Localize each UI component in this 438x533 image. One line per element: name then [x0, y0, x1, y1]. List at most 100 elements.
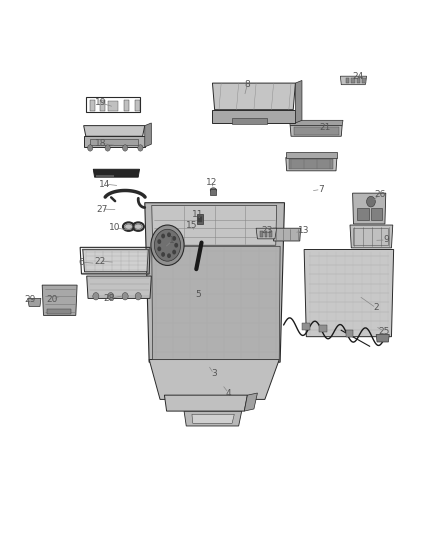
- Bar: [210, 189, 216, 195]
- Polygon shape: [353, 193, 386, 224]
- Text: 9: 9: [383, 236, 389, 245]
- Circle shape: [167, 232, 171, 237]
- Text: 14: 14: [99, 180, 110, 189]
- Text: 11: 11: [192, 210, 204, 219]
- Text: 23: 23: [261, 226, 273, 235]
- Bar: [362, 78, 366, 83]
- Polygon shape: [290, 126, 342, 136]
- Text: 5: 5: [195, 289, 201, 298]
- Bar: [261, 231, 263, 237]
- Circle shape: [138, 145, 143, 151]
- Text: 12: 12: [206, 178, 217, 187]
- Polygon shape: [294, 127, 339, 135]
- Bar: [346, 78, 349, 83]
- Polygon shape: [289, 159, 333, 169]
- Ellipse shape: [210, 188, 216, 192]
- Text: 8: 8: [244, 79, 250, 88]
- Polygon shape: [152, 246, 280, 360]
- Polygon shape: [184, 411, 242, 426]
- Text: 10: 10: [110, 223, 121, 232]
- Polygon shape: [145, 123, 151, 147]
- Polygon shape: [152, 205, 277, 245]
- Bar: [197, 214, 203, 224]
- Text: 1: 1: [169, 237, 175, 246]
- Polygon shape: [108, 101, 118, 111]
- Text: 15: 15: [186, 221, 198, 230]
- Bar: [302, 323, 310, 330]
- Polygon shape: [93, 169, 140, 177]
- Bar: [269, 231, 272, 237]
- Bar: [46, 309, 71, 314]
- Text: 4: 4: [226, 389, 231, 398]
- Bar: [265, 231, 268, 237]
- Circle shape: [161, 233, 165, 238]
- Circle shape: [105, 145, 110, 151]
- Circle shape: [172, 249, 176, 254]
- Polygon shape: [84, 126, 145, 136]
- Text: 3: 3: [211, 369, 217, 378]
- Bar: [124, 100, 129, 111]
- Bar: [100, 100, 106, 111]
- Circle shape: [167, 253, 171, 258]
- Polygon shape: [145, 203, 285, 362]
- Polygon shape: [371, 208, 382, 220]
- Text: 22: 22: [95, 257, 106, 265]
- Bar: [90, 139, 138, 146]
- Text: 29: 29: [25, 295, 36, 304]
- Polygon shape: [164, 395, 247, 411]
- Circle shape: [88, 145, 93, 151]
- Text: 2: 2: [373, 303, 379, 312]
- Polygon shape: [350, 225, 393, 248]
- Polygon shape: [286, 152, 337, 158]
- Polygon shape: [84, 136, 145, 147]
- Text: 7: 7: [318, 185, 324, 194]
- Circle shape: [161, 252, 165, 257]
- Polygon shape: [304, 249, 394, 337]
- Text: 18: 18: [95, 139, 106, 148]
- Bar: [319, 325, 327, 333]
- Bar: [135, 100, 141, 111]
- Text: 26: 26: [374, 190, 385, 199]
- Polygon shape: [149, 360, 279, 399]
- Text: 20: 20: [46, 295, 58, 304]
- Text: 6: 6: [78, 258, 85, 266]
- Text: 13: 13: [297, 226, 309, 235]
- Polygon shape: [295, 80, 302, 123]
- Polygon shape: [83, 249, 148, 272]
- Polygon shape: [28, 298, 41, 306]
- Polygon shape: [244, 393, 258, 411]
- Text: 28: 28: [103, 294, 115, 303]
- Circle shape: [154, 229, 180, 261]
- Polygon shape: [42, 285, 77, 316]
- Polygon shape: [286, 158, 337, 171]
- Text: 21: 21: [319, 123, 331, 132]
- Polygon shape: [155, 248, 179, 253]
- Polygon shape: [357, 208, 369, 220]
- Bar: [346, 330, 353, 337]
- Circle shape: [108, 293, 114, 300]
- Circle shape: [174, 243, 178, 248]
- Text: 19: 19: [95, 98, 106, 107]
- Polygon shape: [376, 335, 389, 342]
- Bar: [90, 100, 95, 111]
- Polygon shape: [87, 276, 151, 298]
- Ellipse shape: [134, 224, 142, 229]
- Bar: [351, 78, 355, 83]
- Circle shape: [123, 145, 128, 151]
- Circle shape: [172, 236, 176, 241]
- Text: 24: 24: [352, 71, 364, 80]
- Circle shape: [367, 196, 375, 207]
- Polygon shape: [212, 110, 295, 123]
- Circle shape: [122, 293, 128, 300]
- Ellipse shape: [125, 224, 133, 229]
- Bar: [232, 118, 267, 124]
- Bar: [357, 78, 360, 83]
- Circle shape: [157, 246, 161, 251]
- Polygon shape: [96, 175, 114, 176]
- Polygon shape: [192, 414, 234, 423]
- Polygon shape: [256, 228, 277, 239]
- Polygon shape: [273, 228, 300, 241]
- Circle shape: [151, 225, 184, 265]
- Text: 25: 25: [378, 327, 390, 336]
- Polygon shape: [340, 76, 367, 85]
